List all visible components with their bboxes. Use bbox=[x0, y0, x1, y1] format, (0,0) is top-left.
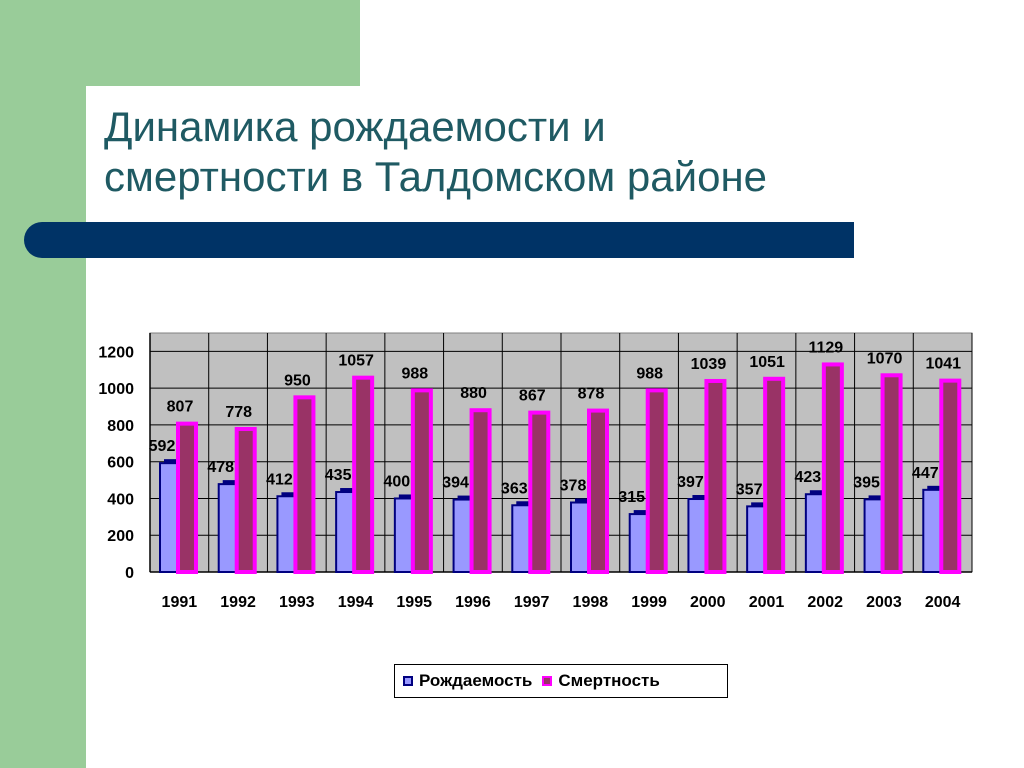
data-label-births: 435 bbox=[325, 467, 352, 484]
y-tick-label: 1000 bbox=[98, 381, 134, 398]
bar-births bbox=[628, 513, 649, 573]
x-tick-label: 1997 bbox=[514, 594, 550, 611]
x-tick-label: 1994 bbox=[338, 594, 374, 611]
y-tick-label: 800 bbox=[107, 418, 134, 435]
title-line-1: Динамика рождаемости и bbox=[104, 103, 606, 150]
legend-item-births: Рождаемость bbox=[403, 671, 532, 691]
data-label-deaths: 807 bbox=[167, 399, 194, 416]
bar-births bbox=[452, 498, 473, 573]
x-tick-label: 1995 bbox=[396, 594, 432, 611]
bar-births bbox=[922, 488, 943, 573]
title-line-2: смертности в Талдомском районе bbox=[104, 153, 768, 200]
legend-label-births: Рождаемость bbox=[419, 671, 533, 690]
data-label-births: 397 bbox=[677, 474, 704, 491]
bar-deaths bbox=[234, 426, 257, 574]
white-rounded-corner bbox=[86, 86, 206, 206]
x-tick-label: 1996 bbox=[455, 594, 491, 611]
y-tick-label: 600 bbox=[107, 455, 134, 472]
data-label-deaths: 950 bbox=[284, 372, 311, 389]
bar-deaths bbox=[176, 421, 198, 574]
data-label-births: 363 bbox=[501, 480, 528, 497]
page-title: Динамика рождаемости и смертности в Талд… bbox=[104, 102, 984, 202]
bar-deaths bbox=[939, 378, 962, 574]
bar-deaths bbox=[763, 376, 786, 574]
y-tick-label: 400 bbox=[107, 491, 134, 508]
x-tick-label: 1992 bbox=[220, 594, 256, 611]
y-tick-label: 0 bbox=[125, 565, 134, 582]
data-label-births: 378 bbox=[560, 478, 587, 495]
bar-deaths bbox=[880, 373, 903, 574]
y-tick-label: 200 bbox=[107, 528, 134, 545]
x-tick-label: 2002 bbox=[807, 594, 843, 611]
bar-births bbox=[159, 462, 179, 574]
data-label-deaths: 1070 bbox=[867, 350, 903, 367]
x-tick-label: 1993 bbox=[279, 594, 315, 611]
bar-deaths bbox=[704, 378, 727, 575]
x-tick-label: 1998 bbox=[573, 594, 609, 611]
title-underline-bar bbox=[24, 222, 854, 258]
bar-births bbox=[276, 495, 297, 573]
data-label-births: 478 bbox=[207, 459, 234, 476]
x-tick-label: 2001 bbox=[749, 594, 785, 611]
legend-swatch-births bbox=[403, 676, 413, 686]
data-label-deaths: 867 bbox=[519, 388, 546, 405]
bar-births bbox=[746, 505, 767, 573]
green-side-band bbox=[0, 0, 86, 768]
bar-births bbox=[335, 491, 356, 573]
data-label-births: 447 bbox=[912, 465, 939, 482]
data-label-births: 357 bbox=[736, 481, 763, 498]
bar-births bbox=[570, 501, 590, 574]
data-label-deaths: 1039 bbox=[691, 356, 727, 373]
legend-label-deaths: Смертность bbox=[558, 671, 660, 690]
x-tick-label: 2004 bbox=[925, 594, 961, 611]
bar-deaths bbox=[645, 388, 668, 574]
bar-deaths bbox=[528, 410, 551, 574]
data-label-deaths: 1129 bbox=[808, 339, 843, 356]
data-label-deaths: 1051 bbox=[749, 354, 785, 371]
data-label-deaths: 988 bbox=[636, 365, 663, 382]
data-label-deaths: 778 bbox=[225, 404, 252, 421]
bar-deaths bbox=[293, 395, 316, 574]
data-label-deaths: 878 bbox=[578, 386, 605, 403]
bar-deaths bbox=[469, 408, 492, 575]
x-tick-label: 1991 bbox=[162, 594, 198, 611]
bar-births bbox=[863, 498, 884, 573]
x-tick-label: 2000 bbox=[690, 594, 726, 611]
bar-deaths bbox=[821, 362, 844, 574]
data-label-births: 412 bbox=[266, 471, 293, 488]
data-label-births: 315 bbox=[618, 489, 645, 506]
data-label-births: 423 bbox=[795, 469, 822, 486]
legend-item-deaths: Смертность bbox=[542, 671, 660, 691]
x-tick-label: 1999 bbox=[631, 594, 667, 611]
data-label-births: 592 bbox=[149, 438, 176, 455]
bar-deaths bbox=[352, 375, 375, 574]
data-label-births: 395 bbox=[853, 474, 880, 491]
y-tick-label: 1200 bbox=[98, 344, 134, 361]
chart-legend: Рождаемость Смертность bbox=[394, 664, 728, 698]
bar-births bbox=[511, 504, 532, 574]
bar-births bbox=[217, 483, 238, 574]
data-label-deaths: 880 bbox=[460, 385, 487, 402]
data-label-deaths: 988 bbox=[402, 365, 429, 382]
bar-births bbox=[804, 493, 825, 573]
bar-births bbox=[393, 497, 414, 574]
x-tick-label: 2003 bbox=[866, 594, 902, 611]
data-label-births: 394 bbox=[442, 475, 469, 492]
bar-deaths bbox=[587, 408, 609, 574]
bar-deaths bbox=[410, 388, 433, 574]
data-label-deaths: 1057 bbox=[338, 353, 374, 370]
data-label-births: 400 bbox=[384, 473, 411, 490]
data-label-deaths: 1041 bbox=[925, 356, 961, 373]
green-top-band bbox=[0, 0, 360, 86]
bar-births bbox=[687, 498, 708, 574]
legend-swatch-deaths bbox=[542, 676, 553, 686]
